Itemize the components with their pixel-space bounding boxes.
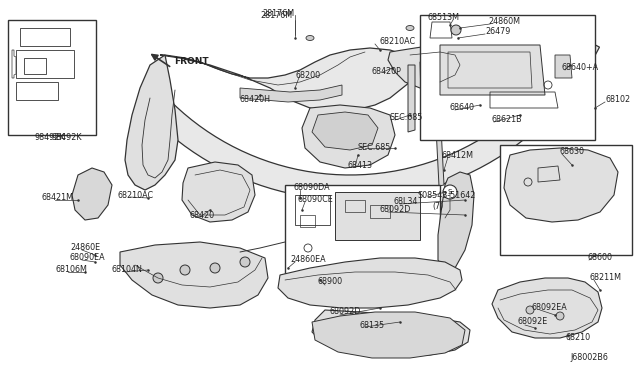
Polygon shape [312,112,378,150]
Text: 68621B: 68621B [492,115,523,125]
Text: 68640+A: 68640+A [562,64,599,73]
Polygon shape [312,310,470,355]
Bar [24,58,46,74]
Bar [8,20,96,135]
Text: 68210AC: 68210AC [118,190,154,199]
Circle shape [180,265,190,275]
Text: (7): (7) [432,202,444,212]
Polygon shape [120,242,268,308]
Bar [285,185,440,280]
Text: 68413: 68413 [348,160,373,170]
Text: 68420: 68420 [190,211,215,219]
Text: 68092E: 68092E [518,317,548,327]
Text: 28176M: 28176M [260,10,292,19]
Polygon shape [302,105,395,168]
Polygon shape [555,55,572,78]
Text: 68092D: 68092D [330,308,362,317]
Text: 98492K: 98492K [52,134,83,142]
Text: 68210AC: 68210AC [380,38,416,46]
Text: 68210: 68210 [565,334,590,343]
Text: 28176M: 28176M [262,9,294,17]
Text: 68412M: 68412M [442,151,474,160]
Circle shape [526,306,534,314]
Polygon shape [435,108,444,186]
Polygon shape [160,48,415,112]
Polygon shape [278,258,462,308]
Text: 68600: 68600 [588,253,613,263]
Polygon shape [335,192,420,240]
Polygon shape [152,36,600,200]
Circle shape [443,185,457,199]
Polygon shape [240,85,342,102]
Text: 68630: 68630 [560,148,585,157]
Text: 68090DA: 68090DA [293,183,330,192]
Polygon shape [492,278,602,338]
Text: 24860EA: 24860EA [290,256,326,264]
Text: 68104N: 68104N [112,266,143,275]
Text: 26479: 26479 [485,28,510,36]
Text: 68211M: 68211M [590,273,622,282]
Text: 68102: 68102 [606,96,631,105]
Polygon shape [312,312,465,358]
Ellipse shape [306,35,314,41]
Text: 68092EA: 68092EA [532,304,568,312]
Bar [20,28,70,46]
Text: J68002B6: J68002B6 [570,353,608,362]
Polygon shape [182,162,255,222]
Text: 68900: 68900 [318,278,343,286]
Text: S08543-51642: S08543-51642 [418,190,476,199]
Circle shape [240,257,250,267]
Text: 68421M: 68421M [42,193,74,202]
Text: 68420H: 68420H [240,96,271,105]
Circle shape [210,263,220,273]
Text: 68135: 68135 [360,321,385,330]
Text: 68200: 68200 [295,71,320,80]
Bar [420,15,595,140]
Polygon shape [72,168,112,220]
Bar [16,82,58,100]
Text: SEC.685: SEC.685 [390,113,424,122]
Text: 24860M: 24860M [488,17,520,26]
Text: 68092D: 68092D [380,205,412,215]
Circle shape [451,25,461,35]
Polygon shape [125,55,178,190]
Circle shape [153,273,163,283]
Circle shape [556,312,564,320]
Text: S: S [448,189,452,195]
Text: 68640: 68640 [450,103,475,112]
Polygon shape [440,45,545,95]
Polygon shape [504,148,618,222]
Polygon shape [388,45,465,88]
Text: SEC.685: SEC.685 [358,144,392,153]
Polygon shape [438,172,474,270]
Bar [500,145,632,255]
Text: 68106M: 68106M [55,266,87,275]
Polygon shape [420,60,432,132]
Text: FRONT: FRONT [174,58,209,67]
Text: 68420P: 68420P [372,67,402,77]
Text: 68L34: 68L34 [394,198,419,206]
Polygon shape [408,65,415,132]
Text: 68513M: 68513M [428,13,460,22]
Text: 98492K: 98492K [35,134,65,142]
Text: 68090CE: 68090CE [298,196,333,205]
Text: 24860E: 24860E [70,244,100,253]
Text: 68090EA: 68090EA [70,253,106,263]
Ellipse shape [406,26,414,31]
Bar [16,50,74,78]
